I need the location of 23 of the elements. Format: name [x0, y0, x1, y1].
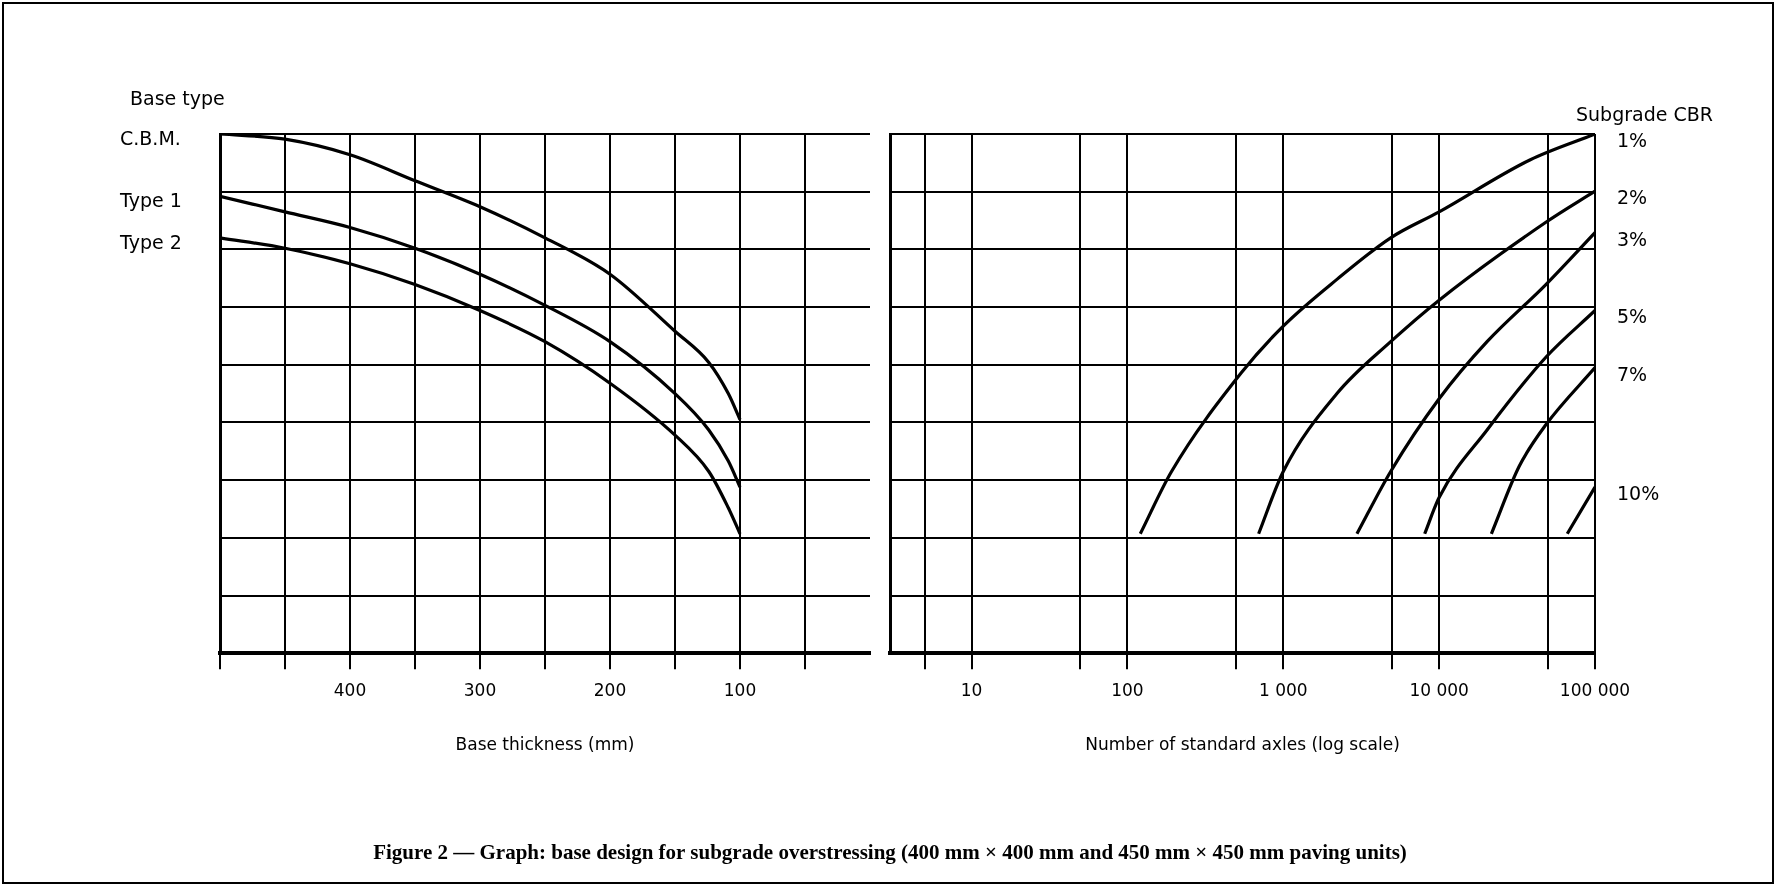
series-label: 3% [1617, 227, 1648, 250]
x-tick-label: 400 [333, 679, 367, 700]
x-tick-label: 10 [960, 679, 983, 700]
series-label: 2% [1617, 186, 1648, 209]
text: Figure 2 — Graph: base design for subgrade overstressing (400 mm × 400 mm and 450 mm × 450 mm paving units) [372, 840, 1408, 865]
x-tick-label: 100 [723, 679, 757, 700]
x-tick-label: 300 [463, 679, 497, 700]
text: C.B.M. [120, 126, 181, 149]
x-tick-label: 200 [593, 679, 627, 700]
x-tick-label: 100 000 [1559, 679, 1631, 700]
legend-title: Base type [130, 86, 225, 109]
x-tick-label: 100 [1111, 679, 1144, 700]
x-tick-label: 10 000 [1409, 679, 1469, 700]
text: Type 2 [119, 230, 182, 253]
series-label: 5% [1617, 305, 1648, 328]
x-axis-title: Number of standard axles (log scale) [1085, 734, 1400, 755]
text: Type 1 [119, 189, 182, 212]
x-axis-title: Base thickness (mm) [455, 734, 635, 755]
legend-title: Subgrade CBR [1576, 102, 1713, 125]
x-tick-label: 1 000 [1258, 679, 1308, 700]
series-label: 1% [1617, 128, 1648, 151]
series-label: 7% [1617, 362, 1648, 385]
series-label: 10% [1617, 481, 1660, 504]
